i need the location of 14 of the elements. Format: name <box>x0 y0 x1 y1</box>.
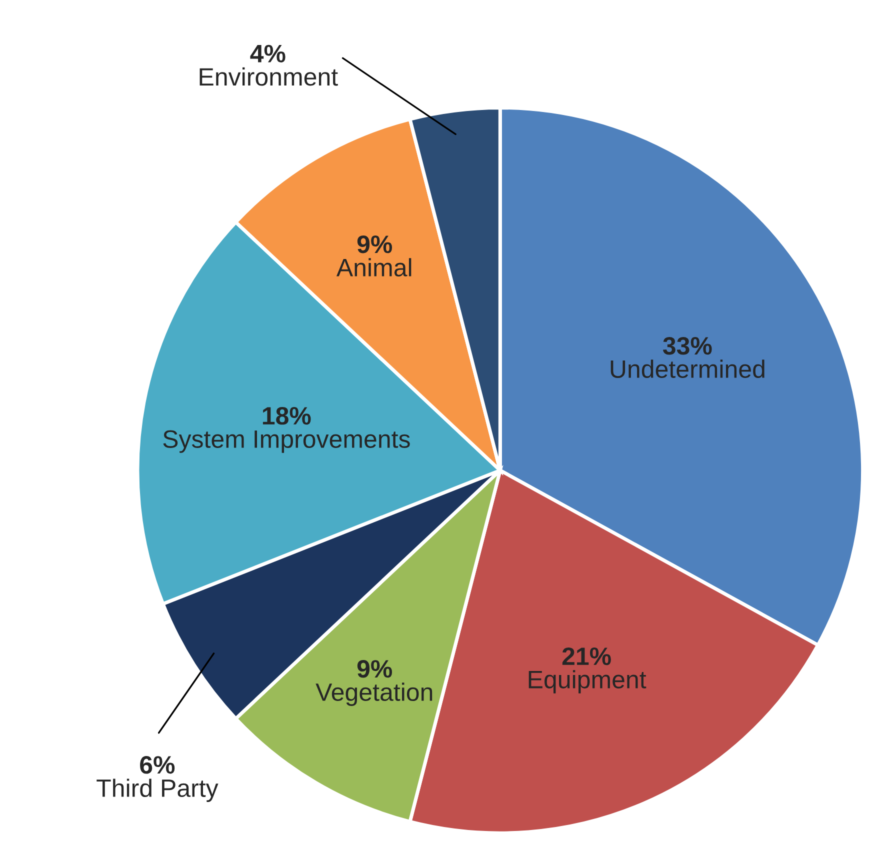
slice-label: Equipment <box>528 670 646 694</box>
data-label: 33% <box>662 336 712 355</box>
data-label: 21% <box>562 647 611 666</box>
data-label: 18% <box>262 406 311 425</box>
slice-label: System Improvements <box>163 430 410 453</box>
slice-label: Undetermined <box>610 360 764 378</box>
data-label: 9% <box>357 660 392 678</box>
slice-label: Environment <box>200 67 338 86</box>
slice-label: Third Party <box>96 778 218 802</box>
data-label: 6% <box>140 756 175 774</box>
data-label: 9% <box>357 235 392 254</box>
slice-label: Animal <box>336 258 412 276</box>
data-label: 4% <box>250 44 286 62</box>
slice-label: Vegetation <box>316 682 432 706</box>
